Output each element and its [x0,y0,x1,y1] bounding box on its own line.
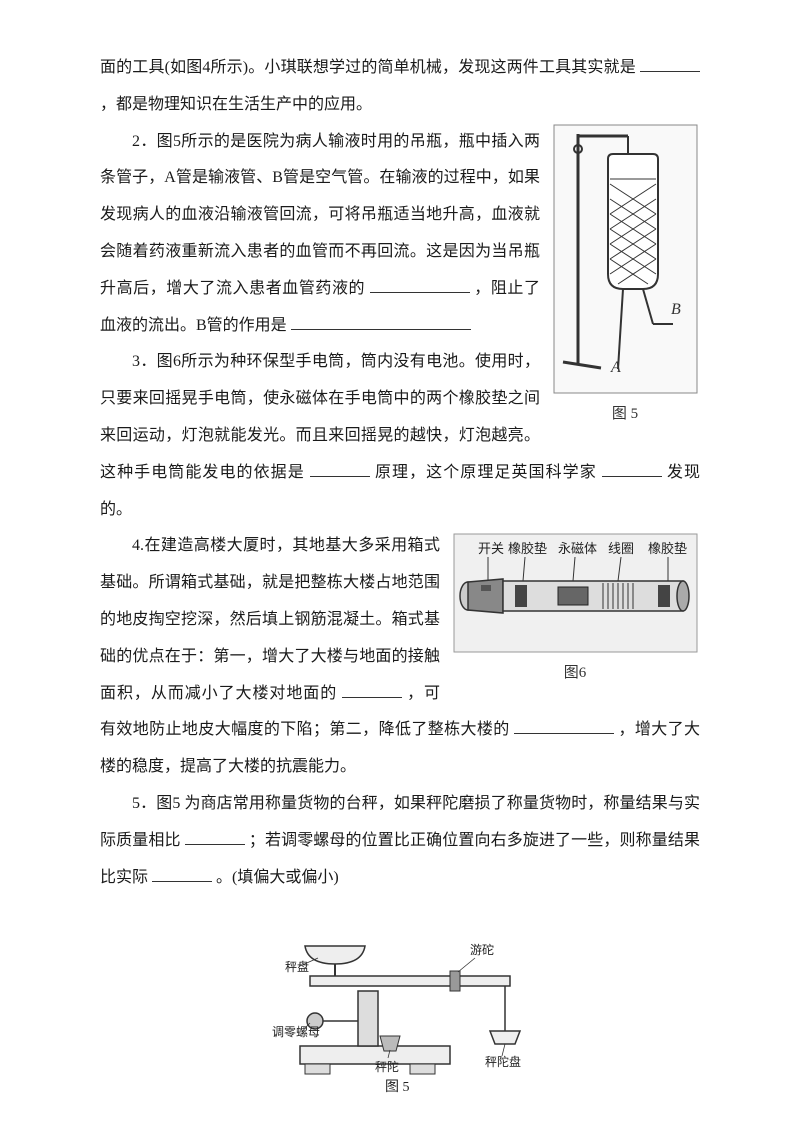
figure-5-caption: 图 5 [550,402,700,423]
figure-6-flashlight: 开关 橡胶垫 永磁体 线圈 橡胶垫 [453,533,698,653]
figure-5-iv-bottle: A B [553,124,698,394]
text: 4.在建造高楼大厦时，其地基大多采用箱式基础。所谓箱式基础，就是把整栋大楼占地范… [100,537,440,701]
text: 面的工具(如图4所示)。小琪联想学过的简单机械，发现这两件工具其实就是 [100,59,636,76]
label-magnet: 永磁体 [558,541,597,556]
paragraph-5: 5．图5 为商店常用称量货物的台秤，如果秤陀磨损了称量货物时，称量结果与实际质量… [100,786,700,896]
label-rubber2: 橡胶垫 [648,541,687,556]
label-a: A [610,359,621,376]
label-switch: 开关 [478,541,504,556]
text: 。(填偏大或偏小) [216,869,339,886]
blank-field[interactable] [602,461,662,477]
blank-field[interactable] [640,56,700,72]
label-tray: 秤陀盘 [485,1054,521,1069]
label-coil: 线圈 [608,541,634,556]
figure-7-caption: 图 5 [385,1080,410,1095]
figure-6-wrapper: 开关 橡胶垫 永磁体 线圈 橡胶垫 图6 [450,528,700,673]
blank-field[interactable] [342,682,402,698]
blank-field[interactable] [291,314,471,330]
figure-7-scale: 秤盘 调零螺母 秤陀 游砣 秤陀盘 图 5 [270,916,530,1096]
blank-field[interactable] [185,829,245,845]
label-b: B [671,301,681,318]
blank-field[interactable] [370,277,470,293]
label-pan: 秤盘 [285,959,309,974]
label-weight: 秤陀 [375,1059,399,1074]
blank-field[interactable] [310,461,370,477]
paragraph-1: 面的工具(如图4所示)。小琪联想学过的简单机械，发现这两件工具其实就是 ，都是物… [100,50,700,124]
text: 原理，这个原理足英国科学家 [375,464,597,481]
figure-6-caption: 图6 [450,661,700,682]
blank-field[interactable] [152,866,212,882]
figure-7-wrapper: 秤盘 调零螺母 秤陀 游砣 秤陀盘 图 5 [100,916,700,1101]
blank-field[interactable] [514,718,614,734]
label-slide: 游砣 [470,942,494,957]
text: ，都是物理知识在生活生产中的应用。 [100,96,372,113]
text: 2．图5所示的是医院为病人输液时用的吊瓶，瓶中插入两条管子，A管是输液管、B管是… [100,133,540,297]
label-rubber1: 橡胶垫 [508,541,547,556]
label-zero-nut: 调零螺母 [272,1025,320,1039]
figure-5-wrapper: A B 图 5 [550,124,700,424]
